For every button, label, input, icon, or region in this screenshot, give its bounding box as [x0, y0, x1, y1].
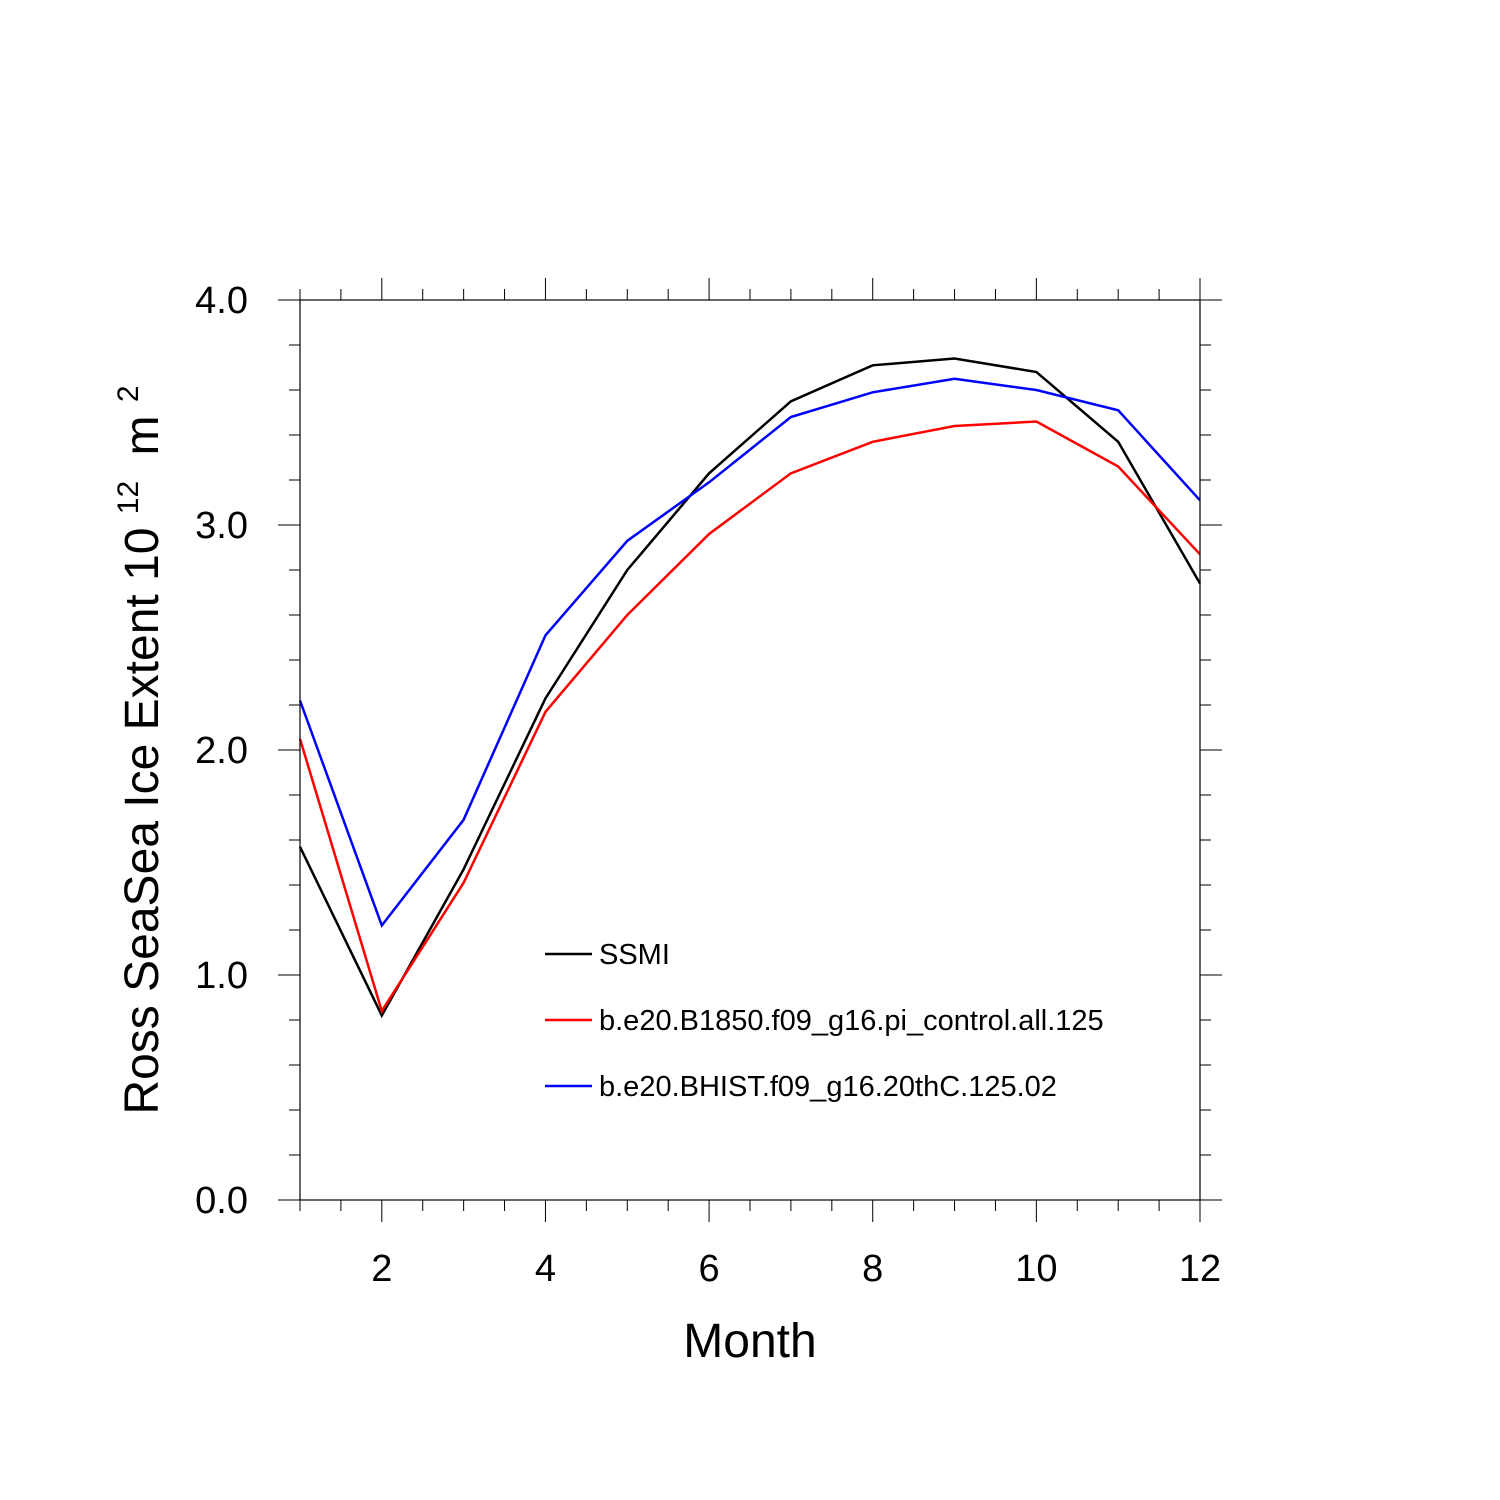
- x-tick-label: 2: [371, 1248, 392, 1290]
- y-tick-label: 0.0: [195, 1180, 248, 1222]
- y-tick-label: 1.0: [195, 955, 248, 997]
- y-tick-label: 4.0: [195, 280, 248, 322]
- tick-marks: [278, 278, 1222, 1222]
- series-line-2: [298, 420, 1201, 1014]
- y-tick-label: 2.0: [195, 730, 248, 772]
- plot-frame: [299, 299, 1201, 1201]
- y-tick-label: 3.0: [195, 505, 248, 547]
- x-tick-label: 10: [1015, 1248, 1057, 1290]
- y-axis-title-exponent: 12: [112, 481, 145, 514]
- x-axis-title: Month: [683, 1315, 816, 1368]
- legend-label-3: b.e20.BHIST.f09_g16.20thC.125.02: [599, 1071, 1057, 1103]
- series-line-3: [298, 377, 1201, 929]
- x-tick-label: 4: [535, 1248, 556, 1290]
- y-axis-title-prefix: Ross SeaSea Ice Extent 10: [116, 528, 169, 1115]
- series-lines: [298, 357, 1202, 1019]
- y-axis-title: Ross SeaSea Ice Extent 10 12 m 2: [96, 385, 169, 1114]
- x-tick-label: 8: [862, 1248, 883, 1290]
- y-tick-labels: 0.0 1.0 2.0 3.0 4.0: [195, 280, 248, 1222]
- y-axis-title-unit-exponent: 2: [112, 385, 145, 402]
- x-tick-label: 12: [1179, 1248, 1221, 1290]
- x-tick-label: 6: [699, 1248, 720, 1290]
- legend-label-1: SSMI: [599, 939, 670, 971]
- legend: SSMI b.e20.B1850.f09_g16.pi_control.all.1…: [545, 939, 1104, 1103]
- legend-label-2: b.e20.B1850.f09_g16.pi_control.all.125: [599, 1005, 1104, 1037]
- x-tick-labels: 2 4 6 8 10 12: [371, 1248, 1221, 1290]
- y-axis-title-unit: m: [116, 415, 169, 455]
- series-line-1: [298, 357, 1202, 1019]
